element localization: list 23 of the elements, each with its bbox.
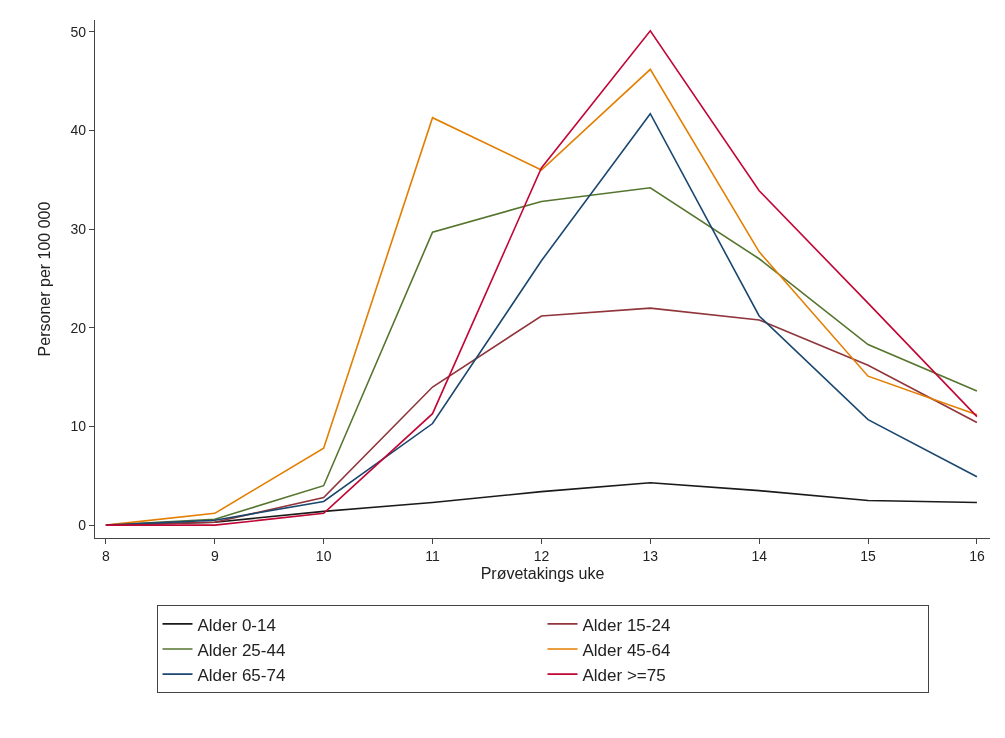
x-tick-label: 10: [315, 547, 332, 564]
legend-label: Alder 15-24: [582, 615, 671, 635]
x-tick-label: 9: [210, 547, 219, 564]
x-tick-label: 11: [425, 547, 440, 564]
legend-label: Alder >=75: [582, 665, 666, 685]
x-tick-label: 13: [642, 547, 659, 564]
legend-label: Alder 45-64: [582, 640, 671, 660]
x-tick-label: 16: [969, 547, 985, 564]
x-tick-label: 14: [751, 547, 768, 564]
y-tick-label: 30: [70, 221, 87, 238]
y-tick-label: 40: [70, 122, 87, 139]
x-tick-label: 8: [101, 547, 110, 564]
x-tick-label: 12: [533, 547, 550, 564]
y-axis-title: Personer per 100 000: [36, 201, 54, 357]
y-tick-label: 20: [70, 319, 87, 336]
y-tick-label: 0: [78, 517, 87, 534]
y-tick-label: 50: [70, 23, 87, 40]
x-axis-title: Prøvetakings uke: [480, 564, 605, 582]
legend-label: Alder 25-44: [197, 640, 286, 660]
y-tick-label: 10: [70, 418, 87, 435]
legend-label: Alder 65-74: [197, 665, 286, 685]
legend-label: Alder 0-14: [197, 615, 276, 635]
x-tick-label: 15: [860, 547, 877, 564]
